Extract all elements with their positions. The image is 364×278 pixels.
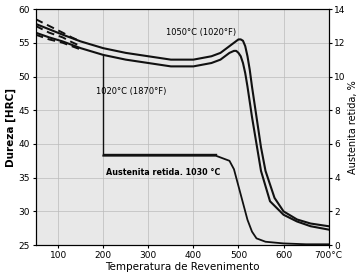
Y-axis label: Austenita retida, %: Austenita retida, % bbox=[348, 80, 359, 174]
Text: 1050°C (1020°F): 1050°C (1020°F) bbox=[166, 28, 237, 37]
X-axis label: Temperatura de Revenimento: Temperatura de Revenimento bbox=[105, 262, 260, 272]
Y-axis label: Dureza [HRC]: Dureza [HRC] bbox=[5, 88, 16, 167]
Text: 1020°C (1870°F): 1020°C (1870°F) bbox=[96, 87, 167, 96]
Text: Austenita retida. 1030 °C: Austenita retida. 1030 °C bbox=[106, 168, 220, 177]
